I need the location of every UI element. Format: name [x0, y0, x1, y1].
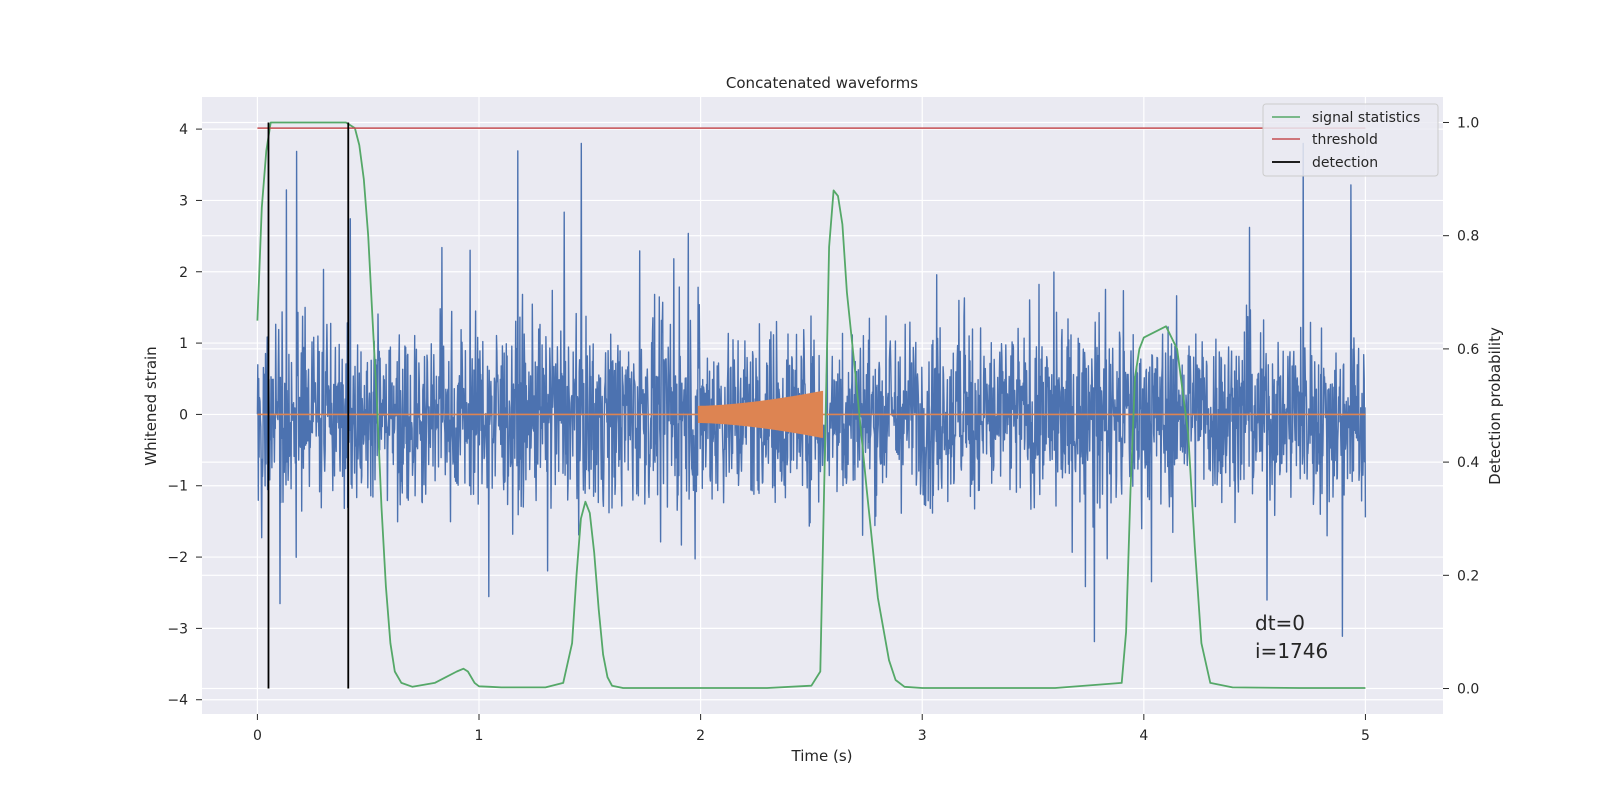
signal-statistics-line	[256, 121, 1366, 689]
strain-line	[256, 142, 1367, 643]
detection-series	[267, 122, 350, 689]
annotations: dt=0 i=1746	[1255, 611, 1328, 663]
annotation-dt: dt=0	[1255, 611, 1305, 635]
y2-tick-label-4: 0.8	[1457, 229, 1479, 245]
template-chirp	[697, 390, 824, 438]
y-tick-label-4: 0	[179, 407, 188, 423]
y2-tick-label-2: 0.4	[1457, 455, 1479, 471]
y-tick-label-2: −2	[167, 550, 188, 566]
y-tick-label-7: 3	[179, 193, 188, 209]
template-series	[257, 390, 1366, 438]
x-axis: 0 1 2 3 4 5	[253, 714, 1370, 744]
y-tick-label-0: −4	[167, 693, 188, 709]
y2-tick-label-0: 0.0	[1457, 682, 1479, 698]
y2-axis: 0.0 0.2 0.4 0.6 0.8 1.0	[1443, 115, 1479, 698]
legend-label-detection: detection	[1312, 155, 1378, 171]
y-tick-label-1: −3	[167, 621, 188, 637]
signal-statistics-series	[256, 121, 1366, 689]
x-tick-label-4: 4	[1139, 728, 1148, 744]
y-axis: −4 −3 −2 −1 0 1 2 3 4	[167, 122, 202, 709]
y2-tick-label-5: 1.0	[1457, 115, 1479, 131]
y-tick-label-5: 1	[179, 336, 188, 352]
y-tick-label-6: 2	[179, 265, 188, 281]
grid	[202, 97, 1443, 714]
legend-label-threshold: threshold	[1312, 132, 1378, 148]
y2-axis-label: Detection probability	[1486, 327, 1504, 485]
x-tick-label-2: 2	[696, 728, 705, 744]
x-axis-label: Time (s)	[791, 747, 853, 765]
y2-tick-label-3: 0.6	[1457, 342, 1479, 358]
legend-label-signal-statistics: signal statistics	[1312, 110, 1420, 126]
x-tick-label-3: 3	[918, 728, 927, 744]
y-tick-label-3: −1	[167, 479, 188, 495]
annotation-i: i=1746	[1255, 639, 1328, 663]
chart-title: Concatenated waveforms	[726, 74, 918, 92]
strain-series	[256, 142, 1367, 643]
x-tick-label-0: 0	[253, 728, 262, 744]
y-tick-label-8: 4	[179, 122, 188, 138]
y2-tick-label-1: 0.2	[1457, 568, 1479, 584]
y-axis-label: Whitened strain	[142, 346, 160, 465]
x-tick-label-1: 1	[475, 728, 484, 744]
legend: signal statistics threshold detection	[1262, 103, 1439, 177]
legend-box	[1262, 103, 1439, 177]
x-tick-label-5: 5	[1361, 728, 1370, 744]
